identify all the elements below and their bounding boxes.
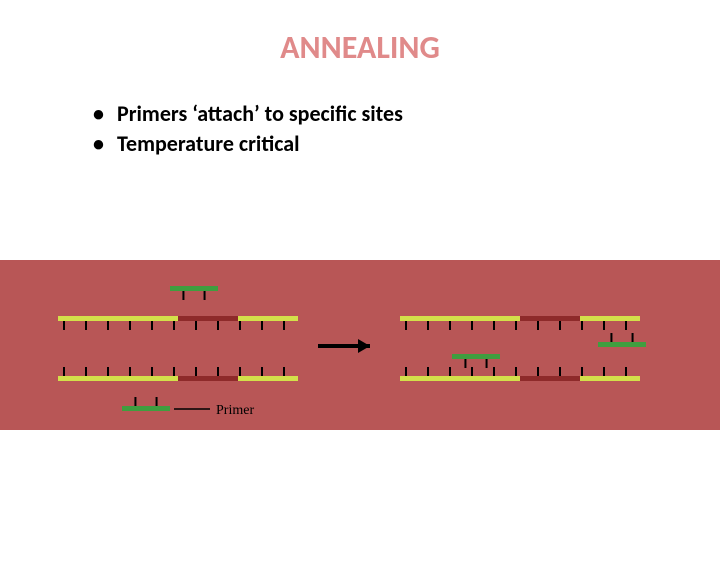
bullet-item: Primers ‘attach’ to specific sites — [85, 99, 720, 129]
page-title: ANNEALING — [0, 28, 720, 67]
bullet-list: Primers ‘attach’ to specific sites Tempe… — [85, 99, 720, 158]
bullet-item: Temperature critical — [85, 129, 720, 159]
annealing-diagram: Primer — [0, 260, 720, 430]
legend-label: Primer — [216, 403, 254, 418]
